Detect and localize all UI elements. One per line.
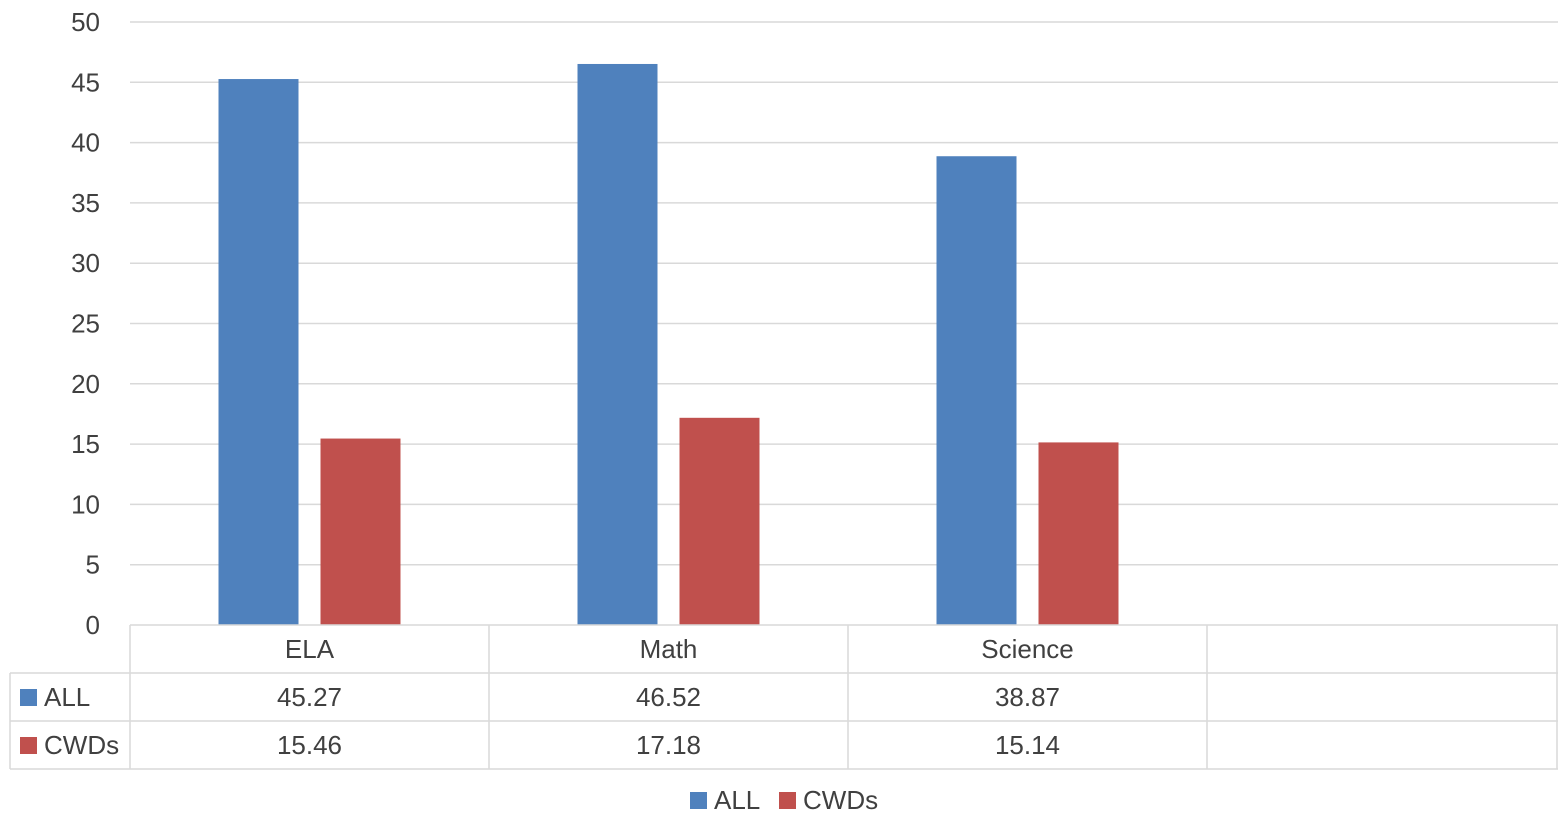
y-tick-label: 5 xyxy=(86,550,100,580)
y-axis-ticks: 0 5 10 15 20 25 30 35 40 45 50 xyxy=(71,7,100,640)
y-tick-label: 0 xyxy=(86,610,100,640)
legend-key-cwds xyxy=(779,792,796,809)
bar-cwds-science xyxy=(1038,442,1119,625)
y-tick-label: 35 xyxy=(71,188,100,218)
legend-label-cwds: CWDs xyxy=(803,785,878,815)
y-tick-label: 40 xyxy=(71,128,100,158)
y-tick-label: 30 xyxy=(71,248,100,278)
x-category-label: ELA xyxy=(285,634,335,664)
table-legend-key xyxy=(20,689,37,706)
table-value: 15.46 xyxy=(277,730,342,760)
legend: ALL CWDs xyxy=(690,785,878,815)
bar-all-science xyxy=(936,156,1017,626)
y-tick-label: 10 xyxy=(71,489,100,519)
bar-cwds-math xyxy=(679,417,760,625)
y-tick-label: 45 xyxy=(71,67,100,97)
table-value: 45.27 xyxy=(277,682,342,712)
bar-cwds-ela xyxy=(320,438,401,625)
bar-all-math xyxy=(577,63,658,625)
table-value: 17.18 xyxy=(636,730,701,760)
bars xyxy=(218,63,1119,626)
y-tick-label: 20 xyxy=(71,369,100,399)
x-category-label: Science xyxy=(981,634,1074,664)
legend-key-all xyxy=(690,792,707,809)
table-value: 15.14 xyxy=(995,730,1060,760)
x-category-label: Math xyxy=(640,634,698,664)
table-series-label: CWDs xyxy=(44,730,119,760)
y-tick-label: 50 xyxy=(71,7,100,37)
table-value: 46.52 xyxy=(636,682,701,712)
y-tick-label: 25 xyxy=(71,309,100,339)
y-tick-label: 15 xyxy=(71,429,100,459)
data-table: ELA Math Science ALL 45.27 46.52 38.87 CWDs 15.4… xyxy=(9,624,1558,770)
table-value: 38.87 xyxy=(995,682,1060,712)
table-legend-key xyxy=(20,737,37,754)
legend-label-all: ALL xyxy=(714,785,760,815)
bar-all-ela xyxy=(218,79,299,625)
table-series-label: ALL xyxy=(44,682,90,712)
